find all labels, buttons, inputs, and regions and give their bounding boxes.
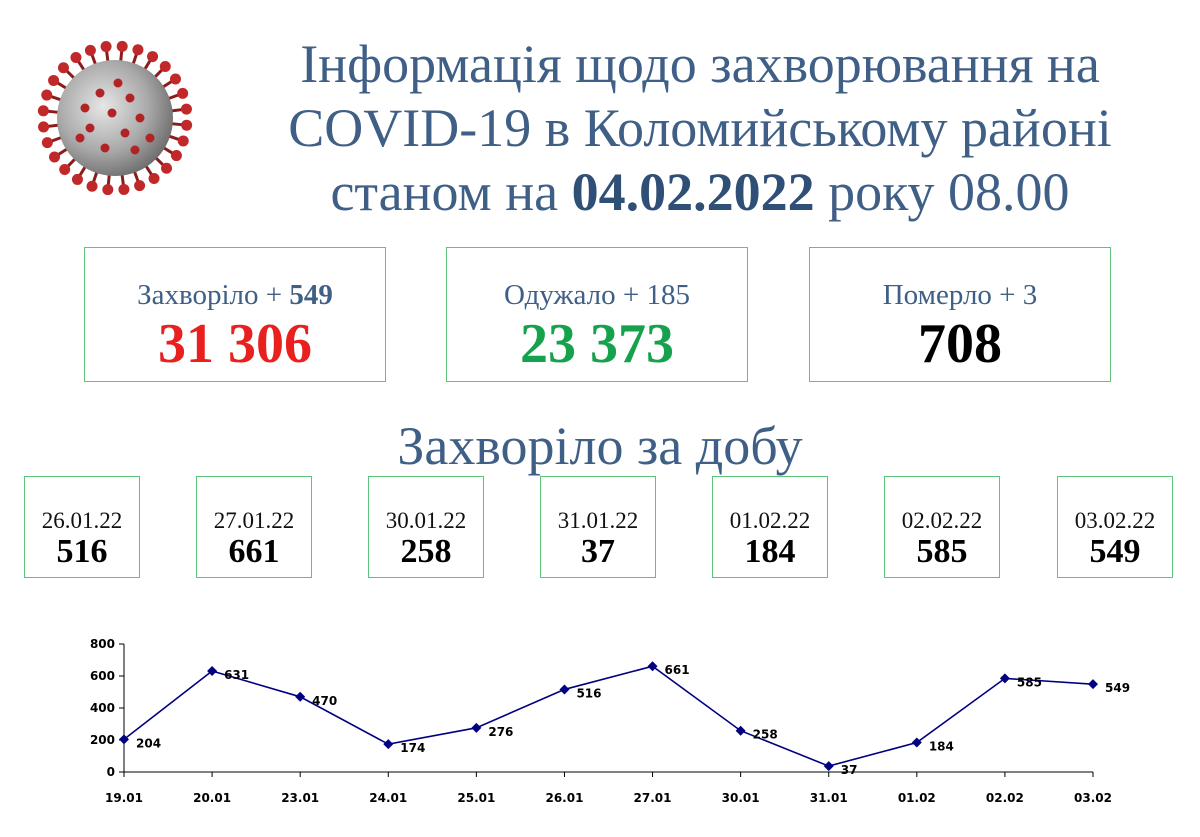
daily-value: 585 — [916, 533, 968, 570]
x-tick-label: 20.01 — [193, 791, 231, 805]
data-point — [999, 673, 1010, 684]
data-point — [911, 737, 922, 748]
deaths-stat-box: Померло + 3 708 — [809, 247, 1111, 382]
daily-date: 03.02.22 — [1074, 508, 1156, 533]
data-label: 37 — [841, 763, 858, 777]
daily-value: 661 — [228, 533, 280, 570]
y-tick-label: 400 — [90, 701, 115, 715]
daily-date: 02.02.22 — [901, 508, 983, 533]
daily-box: 30.01.22 258 — [368, 476, 484, 578]
recovered-stat-box: Одужало + 185 23 373 — [446, 247, 748, 382]
data-point — [207, 666, 218, 677]
daily-box: 31.01.22 37 — [540, 476, 656, 578]
y-tick-label: 800 — [90, 637, 115, 651]
infected-delta: 549 — [289, 279, 333, 311]
recovered-total: 23 373 — [520, 313, 674, 375]
series-line — [123, 665, 1094, 767]
daily-box: 01.02.22 184 — [712, 476, 828, 578]
x-tick-label: 19.01 — [105, 791, 143, 805]
x-tick-label: 23.01 — [281, 791, 319, 805]
deaths-label: Померло + 3 — [882, 279, 1038, 311]
data-label: 184 — [929, 740, 954, 754]
data-label: 585 — [1017, 675, 1042, 689]
y-tick-label: 0 — [107, 765, 115, 779]
data-point — [735, 725, 746, 736]
x-tick-label: 03.02 — [1074, 791, 1112, 805]
infected-label: Захворіло + 549 — [137, 279, 333, 311]
y-tick-label: 200 — [90, 733, 115, 747]
x-tick-label: 02.02 — [986, 791, 1024, 805]
x-tick-label: 24.01 — [369, 791, 407, 805]
infected-total: 31 306 — [158, 313, 312, 375]
title-line-3: станом на 04.02.2022 року 08.00 — [220, 160, 1180, 224]
x-tick-label: 31.01 — [810, 791, 848, 805]
y-tick-label: 600 — [90, 669, 115, 683]
daily-value: 549 — [1089, 533, 1141, 570]
data-point — [119, 734, 129, 745]
data-point — [1088, 679, 1098, 690]
daily-date: 30.01.22 — [385, 508, 467, 533]
data-point — [471, 722, 482, 733]
data-point — [383, 739, 394, 750]
daily-box: 02.02.22 585 — [884, 476, 1000, 578]
title-line-2: COVID-19 в Коломийському районі — [288, 98, 1112, 158]
x-tick-label: 27.01 — [634, 791, 672, 805]
coronavirus-icon — [37, 40, 193, 196]
daily-value: 258 — [400, 533, 452, 570]
data-label: 204 — [136, 736, 161, 750]
daily-value: 516 — [56, 533, 108, 570]
daily-date: 01.02.22 — [729, 508, 811, 533]
data-label: 174 — [400, 741, 425, 755]
recovered-label: Одужало + 185 — [504, 279, 690, 311]
daily-box: 03.02.22 549 — [1057, 476, 1173, 578]
daily-date: 27.01.22 — [213, 508, 295, 533]
data-point — [295, 691, 306, 702]
data-label: 470 — [312, 694, 337, 708]
data-label: 258 — [753, 728, 778, 742]
daily-box: 26.01.22 516 — [24, 476, 140, 578]
daily-cases-line-chart: 0 200 400 600 800 19.01 20.01 23.01 24.01 25.01 26… — [90, 637, 1130, 805]
x-tick-label: 30.01 — [722, 791, 760, 805]
data-label: 661 — [665, 663, 690, 677]
title-prefix: станом на — [330, 162, 559, 222]
data-point — [559, 684, 570, 695]
data-label: 516 — [576, 686, 601, 700]
data-label: 276 — [488, 725, 513, 739]
daily-date: 26.01.22 — [41, 508, 123, 533]
title-date: 04.02.2022 — [571, 162, 815, 222]
x-tick-label: 25.01 — [457, 791, 495, 805]
x-tick-label: 01.02 — [898, 791, 936, 805]
data-label: 549 — [1105, 681, 1130, 695]
page-title: Інформація щодо захворювання на COVID-19… — [220, 32, 1180, 224]
daily-value: 184 — [744, 533, 796, 570]
daily-value: 37 — [581, 533, 615, 570]
daily-section-title: Захворіло за добу — [397, 416, 803, 476]
data-label: 631 — [224, 668, 249, 682]
title-line-1: Інформація щодо захворювання на — [300, 34, 1100, 94]
data-point — [647, 661, 658, 672]
daily-date: 31.01.22 — [557, 508, 639, 533]
infected-stat-box: Захворіло + 549 31 306 — [84, 247, 386, 382]
x-tick-label: 26.01 — [545, 791, 583, 805]
title-suffix: року 08.00 — [828, 162, 1070, 222]
deaths-total: 708 — [918, 313, 1002, 375]
daily-box: 27.01.22 661 — [196, 476, 312, 578]
data-point — [823, 761, 834, 772]
